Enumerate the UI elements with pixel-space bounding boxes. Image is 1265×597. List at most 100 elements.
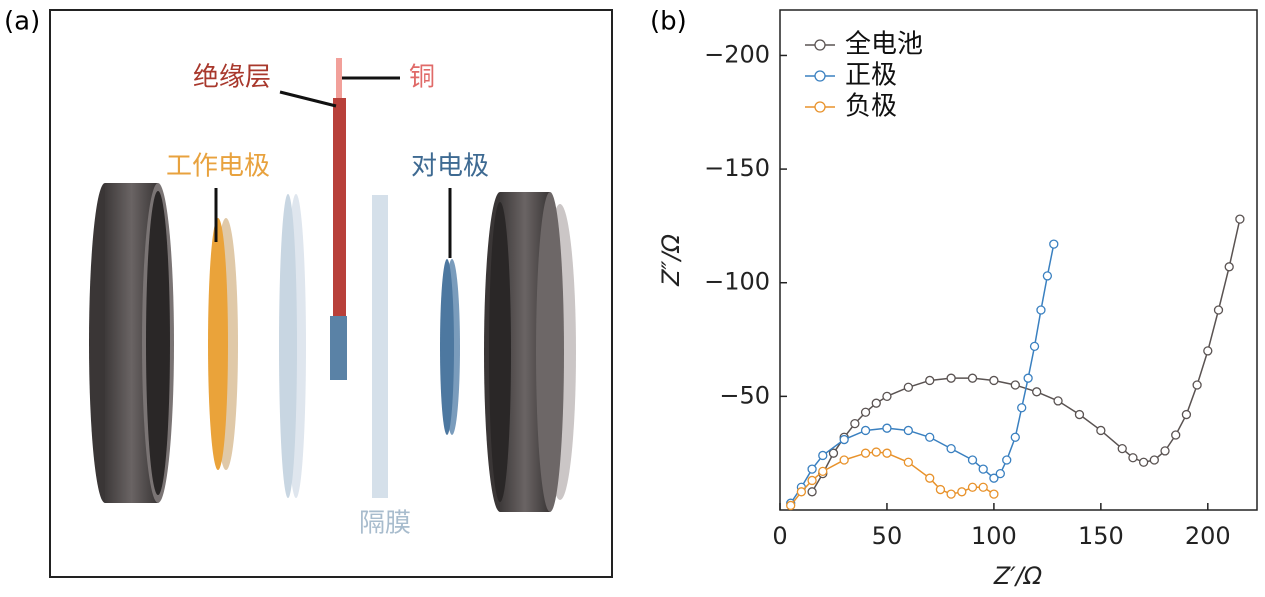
data-point — [1224, 262, 1234, 272]
leader — [279, 90, 337, 108]
data-point — [1010, 380, 1020, 390]
data-point — [1017, 403, 1027, 413]
label: 工作电极 — [166, 152, 270, 182]
data-point — [967, 482, 978, 492]
data-point — [807, 464, 817, 474]
data-point — [1117, 443, 1127, 454]
data-point — [946, 443, 956, 454]
data-point — [967, 455, 978, 465]
data-point — [1010, 432, 1020, 442]
y-tick-label: −150 — [704, 154, 770, 182]
data-point — [957, 487, 967, 497]
diagram — [89, 58, 576, 512]
data-point — [882, 391, 892, 402]
y-tick-label: −100 — [704, 268, 770, 296]
legend-marker — [814, 70, 826, 82]
panel-label: (b) — [650, 7, 687, 37]
data-point — [1149, 455, 1159, 465]
ring-hole — [489, 202, 511, 502]
data-point — [935, 484, 946, 495]
data-point — [1235, 214, 1245, 224]
data-point — [978, 464, 988, 474]
x-tick-label: 50 — [872, 522, 903, 550]
data-point — [925, 432, 935, 442]
data-point — [903, 457, 913, 467]
data-point — [1074, 409, 1085, 420]
data-point — [1053, 396, 1063, 406]
ring-face — [536, 192, 564, 512]
data-point — [828, 448, 839, 458]
data-point — [1128, 453, 1138, 463]
data-point — [1023, 373, 1033, 383]
data-point — [1160, 446, 1170, 456]
legend-label: 全电池 — [845, 30, 923, 60]
data-point — [1049, 239, 1059, 249]
label: 对电极 — [411, 152, 489, 182]
legend-label: 负极 — [845, 92, 897, 122]
data-point — [786, 500, 796, 511]
copper — [336, 58, 342, 100]
legend-marker — [814, 39, 826, 51]
data-point — [1042, 271, 1053, 281]
data-point — [860, 425, 871, 436]
x-tick-label: 100 — [971, 522, 1017, 550]
x-tick-label: 150 — [1078, 522, 1124, 550]
legend-label: 正极 — [845, 61, 897, 91]
panel-label: (a) — [4, 7, 40, 37]
data-point — [946, 489, 956, 499]
data-point — [807, 487, 817, 497]
data-point — [989, 473, 999, 483]
separator — [279, 194, 297, 498]
data-point — [807, 475, 817, 486]
data-point — [1213, 305, 1224, 315]
series-line — [790, 243, 1055, 504]
data-point — [1032, 387, 1042, 397]
label: 绝缘层 — [193, 63, 271, 93]
data-point — [1029, 341, 1040, 352]
rod-tip — [330, 316, 347, 380]
working-electrode — [208, 218, 228, 470]
data-point — [989, 375, 999, 386]
data-point — [995, 468, 1005, 479]
x-tick-label: 200 — [1185, 522, 1231, 550]
label: 铜 — [409, 63, 435, 93]
y-tick-label: −50 — [719, 381, 770, 409]
data-point — [946, 373, 956, 383]
data-point — [1203, 346, 1213, 356]
data-point — [882, 448, 892, 458]
data-point — [1036, 305, 1046, 315]
data-point — [1096, 425, 1106, 436]
data-point — [818, 466, 828, 477]
data-point — [925, 473, 935, 483]
data-point — [850, 418, 860, 429]
data-point — [796, 487, 807, 497]
legend-marker — [814, 101, 826, 113]
data-point — [1181, 409, 1192, 420]
y-axis-label: Z″/Ω — [657, 233, 685, 286]
data-point — [871, 398, 881, 408]
data-point — [818, 450, 828, 461]
data-point — [1192, 380, 1202, 390]
panel-frame — [49, 9, 613, 578]
data-point — [903, 382, 913, 392]
data-point — [1138, 457, 1149, 467]
plot-frame — [779, 9, 1258, 511]
data-point — [989, 489, 999, 499]
data-point — [903, 425, 913, 436]
data-point — [1002, 455, 1012, 465]
separator — [372, 195, 388, 498]
data-point — [839, 434, 849, 445]
ring-hole — [146, 191, 170, 495]
data-point — [967, 373, 978, 383]
x-axis-label: Z′/Ω — [993, 562, 1043, 590]
x-tick-label: 0 — [772, 522, 787, 550]
insulator — [333, 98, 346, 320]
counter-electrode — [440, 259, 454, 435]
label: 隔膜 — [359, 509, 411, 539]
series-line — [790, 451, 995, 506]
data-point — [860, 407, 871, 417]
data-point — [1171, 430, 1181, 440]
